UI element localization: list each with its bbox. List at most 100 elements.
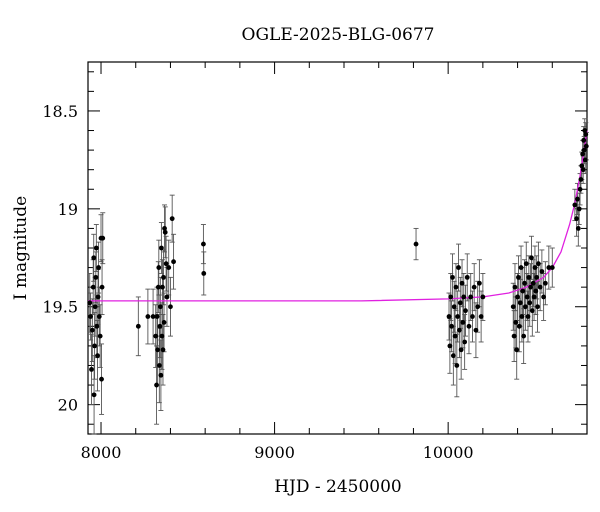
data-point [455,314,461,319]
data-point [582,128,588,133]
data-point [159,245,164,251]
data-point [581,147,587,153]
x-tick-labels: 8000 9000 10000 [81,443,474,462]
data-point [156,265,162,270]
data-point [529,308,535,314]
data-point [580,151,586,157]
data-point [169,216,175,222]
data-point [533,288,539,294]
data-point [532,265,538,270]
y-tick-label: 18.5 [42,102,78,121]
data-point [94,323,100,329]
data-point [468,294,474,300]
data-point [450,353,456,359]
data-point [96,314,102,319]
data-point [87,300,93,306]
data-point [452,333,458,339]
x-axis-label: HJD - 2450000 [274,477,402,497]
data-point [578,177,584,182]
data-point [539,269,545,274]
data-point [581,137,587,143]
data-point [171,259,176,265]
data-point [154,314,160,319]
data-point [90,284,96,290]
data-point [522,280,527,286]
data-point [462,339,468,345]
data-point [470,314,475,319]
data-point [583,143,589,149]
data-point [528,284,533,290]
data-point [457,300,463,306]
data-point [461,294,467,300]
x-tick-label: 10000 [423,443,474,462]
data-point [575,226,581,231]
data-point [534,274,540,280]
data-point [93,274,99,280]
y-tick-labels: 18.5 19 19.5 20 [42,102,78,415]
data-point [99,284,105,290]
data-point [523,261,529,267]
x-tick-label: 9000 [254,443,295,462]
data-point [92,304,98,310]
data-point [89,366,94,372]
data-point [549,265,555,270]
data-point [155,347,160,353]
data-point [529,255,534,261]
data-point [135,323,141,329]
data-point [478,314,484,319]
data-point [511,333,517,339]
data-point [576,206,582,212]
data-point [582,157,588,163]
chart-title: OGLE-2025-BLG-0677 [242,25,435,45]
data-point [471,284,477,290]
data-point [160,347,166,353]
data-point [512,284,518,290]
data-point [91,392,97,398]
data-point [161,320,167,325]
data-point [518,265,524,270]
data-point [580,167,586,173]
data-point [476,280,482,286]
data-point [93,245,99,251]
data-point [536,261,541,267]
data-point [157,304,163,310]
data-point [201,241,206,247]
data-point [516,323,522,329]
data-point [450,274,455,280]
data-point [96,265,101,270]
data-point [535,304,540,310]
data-point [100,235,106,241]
data-point [530,280,536,286]
data-point [150,314,156,319]
data-point [88,314,94,319]
y-tick-label: 19 [58,200,78,219]
data-point [542,280,548,286]
data-point [575,196,580,202]
data-point [475,304,481,310]
data-point [464,274,470,280]
y-tick-label: 19.5 [42,298,78,317]
data-point [446,314,452,319]
data-point [162,226,167,231]
data-point [516,274,521,280]
data-point [162,229,168,235]
data-point [480,294,486,300]
data-point [572,202,578,208]
data-point [526,274,532,280]
data-point [525,314,531,319]
data-point [154,382,159,388]
data-point [456,265,461,270]
data-point [95,353,100,359]
data-point [466,323,472,329]
data-point [92,343,97,349]
data-point [537,284,543,290]
data-point [161,274,166,280]
data-point [541,294,547,300]
data-point [574,216,579,222]
data-point [158,372,164,378]
data-point [157,323,163,329]
data-point [168,304,173,310]
data-point [160,284,165,290]
data-point [510,304,516,310]
y-tick-label: 20 [58,396,78,415]
